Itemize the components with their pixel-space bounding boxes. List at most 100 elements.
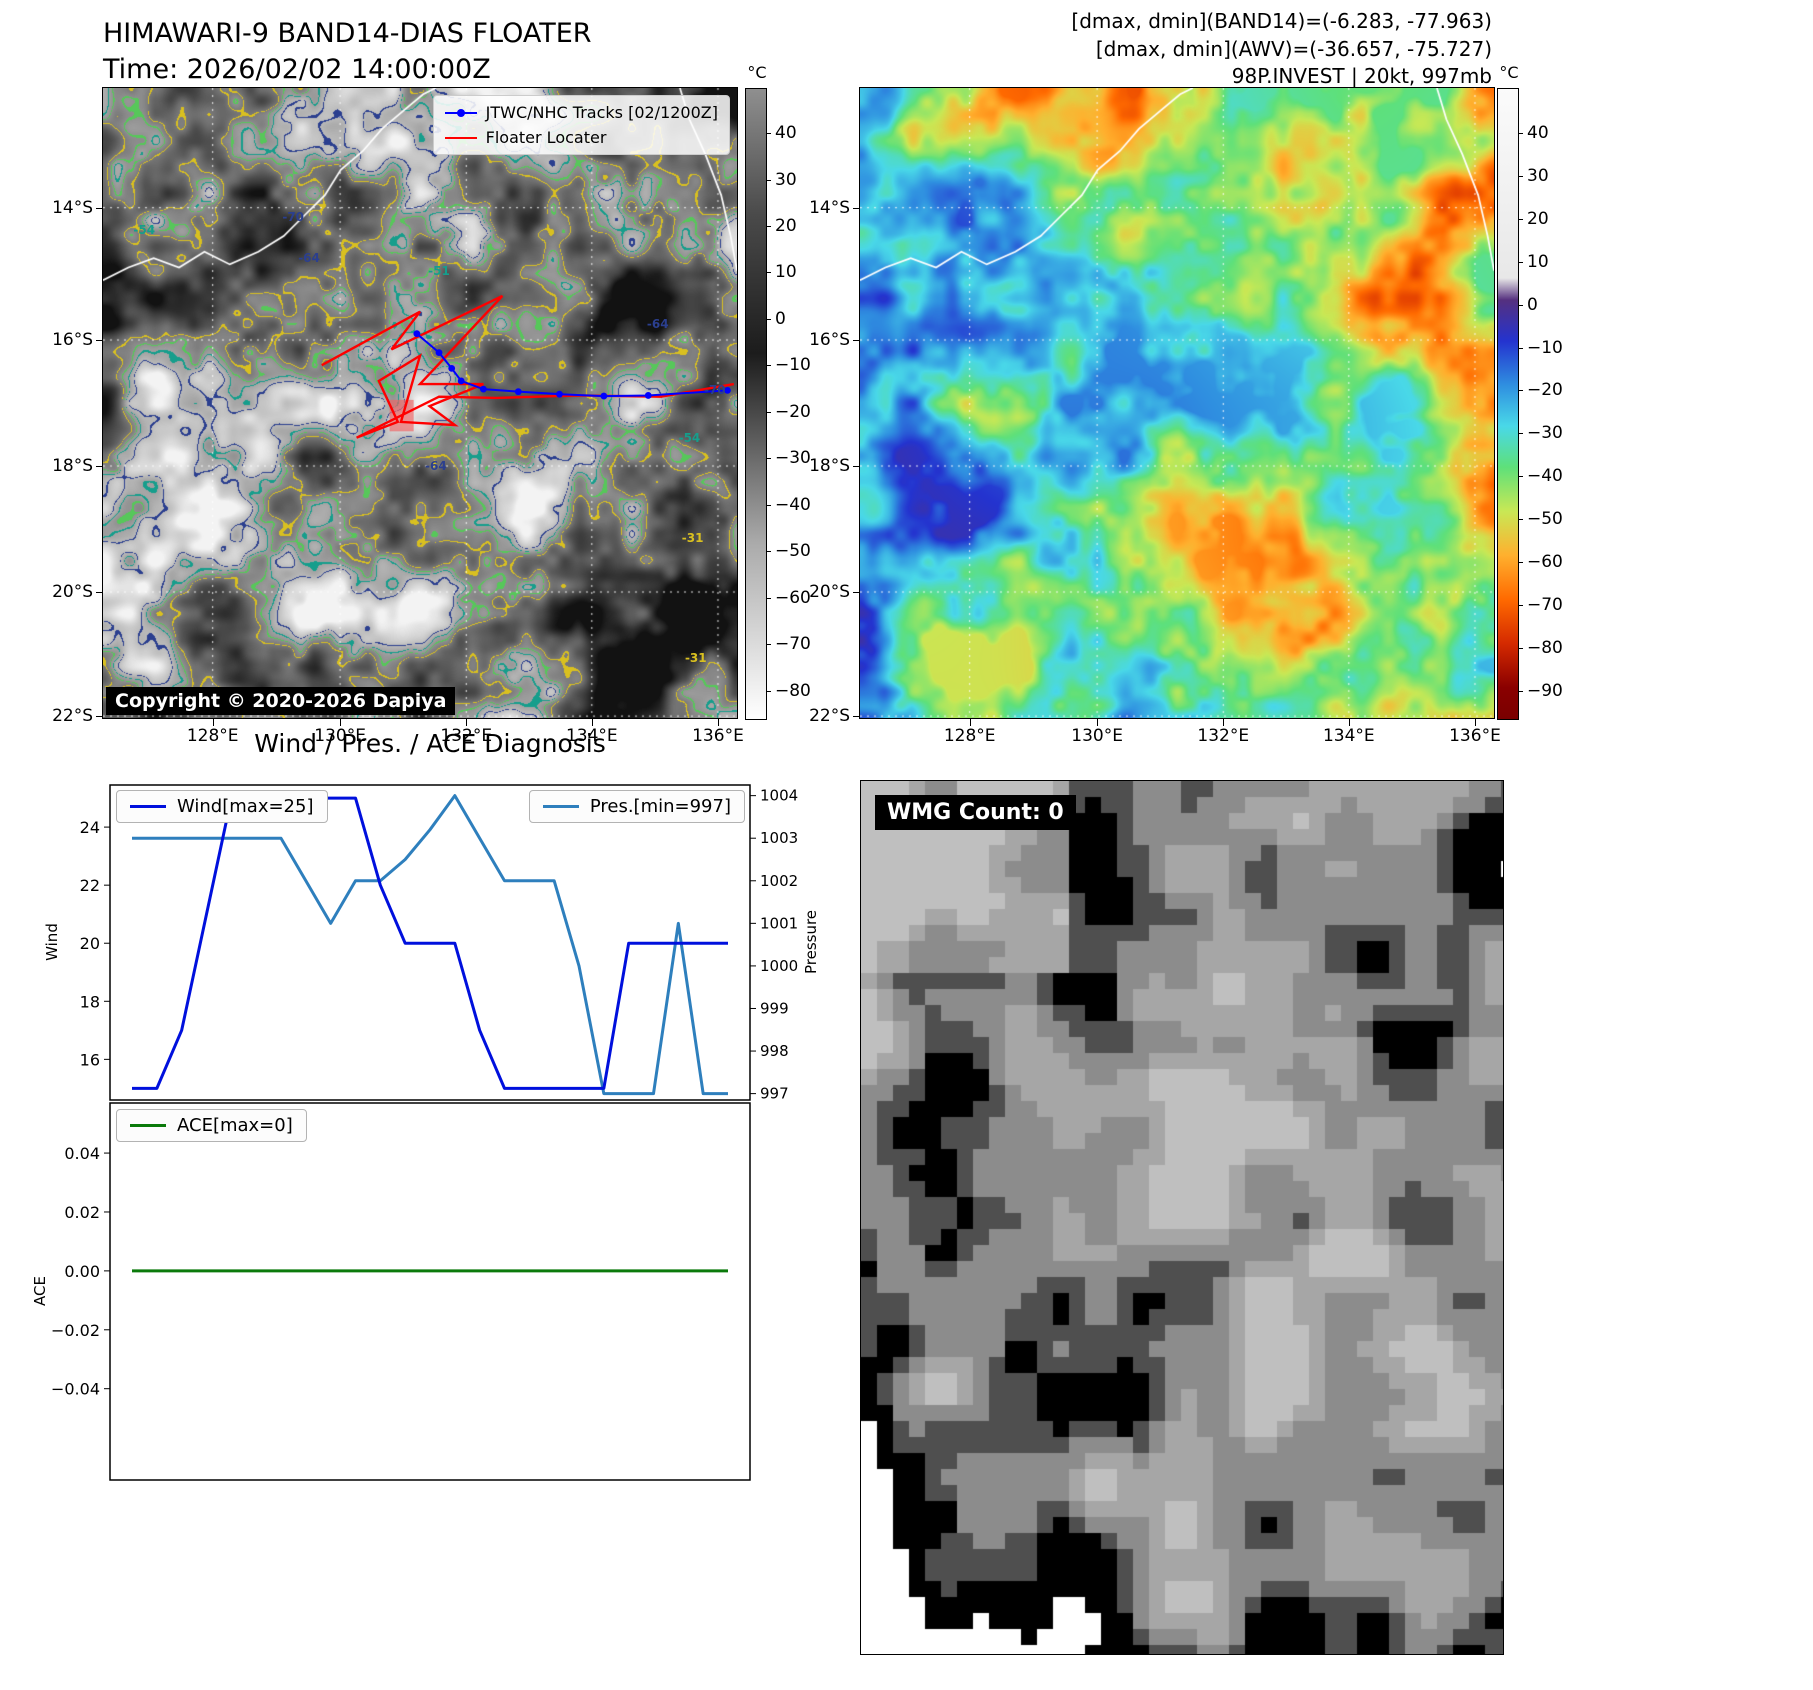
colorbar-tick-label: −40	[775, 494, 811, 515]
diagnosis-title: Wind / Pres. / ACE Diagnosis	[254, 729, 606, 758]
colorbar-tickmark	[1518, 175, 1523, 177]
ace-line-sample	[130, 1124, 166, 1127]
colorbar-tickmark	[766, 458, 771, 460]
right-tick-label: 1002	[760, 872, 798, 890]
colorbar-unit: °C	[747, 63, 767, 82]
contour-value-label: -70	[282, 210, 305, 225]
pressure-axis-label: Pressure	[802, 910, 820, 974]
colorbar-tickmark	[766, 133, 771, 135]
colorbar-tickmark	[1518, 304, 1523, 306]
colorbar-tickmark	[1518, 347, 1523, 349]
colorbar-tickmark	[766, 597, 771, 599]
wind-legend-label: Wind[max=25]	[177, 796, 314, 817]
series-Wind[max=25]	[132, 796, 728, 1090]
lon-tick-label: 130°E	[1071, 726, 1123, 746]
colorbar-gradient	[746, 89, 766, 719]
ace-axis-label: ACE	[31, 1276, 49, 1306]
chart-frame	[109, 1102, 751, 1481]
left-tick-label: 0.00	[64, 1262, 100, 1281]
page-title: HIMAWARI-9 BAND14-DIAS FLOATER	[103, 18, 592, 49]
legend-dot-marker	[456, 108, 465, 117]
left-tick-label: 0.04	[64, 1144, 100, 1163]
band14-title-block: HIMAWARI-9 BAND14-DIAS FLOATER Time: 202…	[103, 16, 592, 89]
right-tick-label: 998	[760, 1042, 789, 1060]
time-label: Time: 2026/02/02 14:00:00Z	[103, 54, 491, 86]
lon-tick-label: 128°E	[186, 726, 239, 746]
colorbar-tick-label: −70	[1527, 594, 1563, 615]
lat-tick-label: 18°S	[52, 456, 93, 476]
lat-tick-label: 16°S	[52, 330, 93, 350]
pressure-legend-label: Pres.[min=997]	[589, 796, 731, 817]
right-tick-label: 999	[760, 999, 789, 1017]
colorbar-tickmark	[766, 504, 771, 506]
contour-value-label: -70	[703, 383, 726, 398]
contour-value-label: -64	[646, 317, 669, 332]
left-tick-label: 20	[80, 934, 100, 953]
contour-value-label: -54	[678, 430, 701, 445]
colorbar-tick-label: −90	[1527, 680, 1563, 701]
colorbar-tick-label: 40	[775, 123, 797, 144]
stats-invest: 98P.INVEST | 20kt, 997mb	[1231, 64, 1492, 89]
lat-tick-label: 16°S	[809, 330, 850, 350]
lat-tickmark	[96, 207, 103, 209]
lat-tickmark	[853, 466, 860, 467]
colorbar-tickmark	[1518, 133, 1523, 135]
lat-tickmark	[853, 207, 860, 209]
awv-satellite-canvas	[860, 88, 1494, 718]
lon-tickmark	[1097, 719, 1099, 726]
colorbar-tickmark	[766, 318, 771, 320]
colorbar-tick-label: 10	[1527, 251, 1549, 272]
ace-legend-label: ACE[max=0]	[177, 1115, 293, 1136]
colorbar-tickmark	[1518, 604, 1523, 606]
colorbar-tick-label: −60	[775, 587, 811, 608]
right-tick-label: 1000	[760, 957, 798, 975]
series-Pres.[min=997]	[132, 794, 728, 1096]
left-tick-label: 16	[80, 1050, 100, 1069]
colorbar-tickmark	[766, 690, 771, 692]
wmg-canvas	[861, 781, 1503, 1654]
contour-value-label: -31	[681, 531, 704, 546]
stats-awv: [dmax, dmin](AWV)=(-36.657, -75.727)	[1095, 36, 1492, 61]
colorbar-tick-label: −30	[1527, 423, 1563, 444]
colorbar-tick-label: −10	[775, 355, 811, 376]
wmg-panel: WMG Count: 0	[860, 780, 1504, 1655]
lon-tick-label: 134°E	[1322, 726, 1375, 746]
storm-stats: [dmax, dmin](BAND14)=(-6.283, -77.963) […	[1071, 8, 1492, 91]
contour-value-label: -31	[684, 651, 707, 666]
legend-item: Floater Locater	[444, 128, 718, 147]
colorbar-tickmark	[766, 272, 771, 274]
lat-tick-label: 22°S	[809, 706, 850, 727]
colorbar-tick-label: 20	[1527, 208, 1549, 229]
lon-tick-label: 128°E	[943, 726, 996, 746]
pressure-line-sample	[542, 805, 579, 808]
left-tick-label: 24	[80, 818, 100, 837]
colorbar-tick-label: −30	[775, 448, 811, 469]
band14-map: JTWC/NHC Tracks [02/1200Z] Floater Locate…	[102, 87, 738, 719]
contour-labels: -54 -64 -51 -70 -64 -70 -54 -64 -31 -31	[103, 88, 737, 718]
colorbar-tick-label: 10	[775, 262, 797, 283]
awv-map	[859, 87, 1495, 719]
right-tick-label: 997	[760, 1085, 789, 1103]
lat-tickmark	[853, 340, 860, 341]
left-tick-label: −0.02	[51, 1321, 100, 1340]
colorbar-unit: °C	[1499, 63, 1519, 82]
lon-tick-label: 134°E	[565, 726, 618, 746]
colorbar-tickmark	[1518, 433, 1523, 435]
colorbar-tick-label: −80	[1527, 637, 1563, 658]
contour-value-label: -64	[298, 251, 320, 266]
contour-value-label: -54	[133, 222, 156, 237]
lon-tickmark	[340, 719, 342, 726]
lat-tick-label: 14°S	[52, 197, 93, 218]
colorbar-tickmark	[1518, 690, 1523, 692]
lat-tick-label: 22°S	[52, 706, 93, 727]
colorbar-tickmark	[766, 365, 771, 367]
right-tick-label: 1003	[760, 829, 798, 847]
lon-tickmark	[1474, 719, 1476, 726]
colorbar-tick-label: −50	[775, 541, 811, 562]
left-tick-label: −0.04	[51, 1380, 100, 1399]
colorbar-tick-label: −20	[775, 401, 811, 422]
copyright-label: Copyright © 2020-2026 Dapiya	[106, 687, 456, 715]
stats-band14: [dmax, dmin](BAND14)=(-6.283, -77.963)	[1071, 9, 1492, 33]
lat-tick-label: 20°S	[52, 582, 93, 602]
